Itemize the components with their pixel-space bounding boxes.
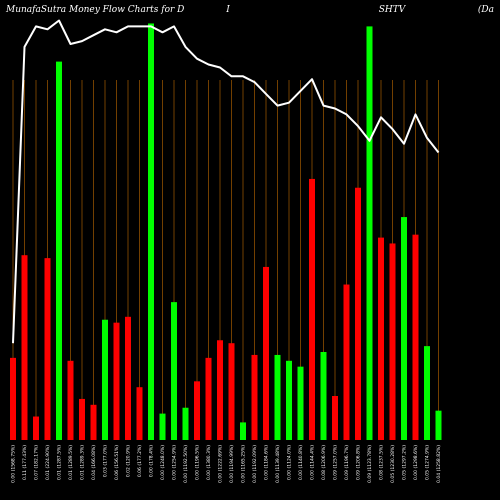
x-tick-label: 0.00 (1139.48%): [275, 445, 281, 483]
x-tick-label: 0.00 (1254.9%): [172, 445, 178, 480]
outflow-bar: [378, 237, 384, 440]
x-tick-label: 0.00 (1194.99%): [229, 445, 235, 483]
x-tick-label: 0.07 (182.17%): [34, 445, 40, 480]
outflow-bar: [355, 187, 361, 440]
x-tick-label: 0.00 (1298.6%): [413, 445, 419, 480]
inflow-bar: [171, 302, 177, 440]
x-tick-label: 0.00 (178.4%): [149, 445, 155, 477]
outflow-bar: [194, 381, 200, 440]
outflow-bar: [228, 343, 235, 440]
x-tick-label: 0.00 (1568.75%): [11, 445, 17, 483]
money-flow-bars: [10, 23, 442, 441]
inflow-bar: [240, 422, 246, 440]
inflow-bar: [182, 407, 189, 440]
x-tick-label: 0.05 (1230.28%): [390, 445, 396, 483]
x-tick-label: 0.05 (1274.9%): [425, 445, 431, 480]
x-tick-label: 0.09 (1206.8%): [356, 445, 362, 480]
x-tick-label: 0.01 (224.90%): [45, 445, 51, 480]
x-tick-label: 0.01 (1287.5%): [57, 445, 63, 480]
x-axis-tick-labels: 0.00 (1568.75%) 0.11 (177.43%) 0.07 (182.1…: [11, 445, 443, 483]
outflow-bar: [44, 258, 51, 440]
outflow-bar: [136, 387, 143, 440]
inflow-bar: [148, 23, 154, 440]
x-tick-label: 0.00 (1248.0%): [160, 445, 166, 480]
x-tick-label: 0.00 (1380.3%): [206, 445, 212, 480]
inflow-bar: [401, 217, 407, 440]
inflow-bar: [286, 360, 292, 440]
chart-title: MunafaSutra Money Flow Charts for D I SHTV…: [5, 4, 494, 15]
x-tick-label: 0.08 (1237.5%): [379, 445, 385, 480]
price-line: [12, 19, 440, 344]
x-tick-label: 0.00 (1144.4%): [310, 445, 316, 480]
title-segment: (Da: [478, 4, 494, 15]
inflow-bar: [102, 319, 108, 440]
x-tick-label: 0.01 (1289.3%): [80, 445, 86, 480]
outflow-bar: [90, 404, 97, 440]
inflow-bar: [366, 26, 373, 441]
outflow-bar: [67, 360, 74, 440]
x-tick-label: 0.00 (1196.5%): [195, 445, 201, 480]
outflow-bar: [263, 266, 269, 440]
outflow-bar: [217, 340, 223, 440]
x-tick-label: 0.09 (1196.7%): [344, 445, 350, 480]
x-tick-label: 0.09 (1123.78%): [367, 445, 373, 483]
inflow-bar: [159, 413, 166, 440]
x-tick-label: 0.00 (1192.09%): [252, 445, 258, 483]
x-tick-label: 0.08 (1206.9%): [321, 445, 327, 480]
x-tick-label: 0.00 (1192.50%): [183, 445, 189, 483]
outflow-bar: [125, 316, 131, 440]
price-line-group: [12, 19, 440, 344]
title-segment: SHTV: [379, 5, 407, 15]
x-tick-label: 0.00 (1124.0%): [287, 445, 293, 480]
outflow-bar: [113, 322, 120, 440]
inflow-bar: [320, 352, 327, 440]
outflow-bar: [389, 243, 396, 440]
outflow-bar: [79, 398, 85, 440]
outflow-bar: [309, 178, 315, 440]
title-segment: I: [225, 5, 230, 15]
x-tick-label: 0.05 (1297.2%): [402, 445, 408, 480]
x-tick-label: 0.11 (177.43%): [22, 445, 28, 480]
outflow-bar: [205, 357, 212, 440]
x-tick-label: 0.00 (1165.25%): [241, 445, 247, 483]
x-tick-label: 0.02 (120.9%): [126, 445, 132, 477]
x-tick-label: 0.00 (1184.6%): [264, 445, 270, 480]
x-tick-label: 0.03 (177.0%): [103, 445, 109, 477]
x-tick-label: 0.06 (177.2%): [137, 445, 143, 477]
outflow-bar: [412, 234, 419, 440]
inflow-bar: [274, 354, 281, 440]
outflow-bar: [33, 416, 39, 440]
outflow-bar: [10, 357, 16, 440]
x-tick-label: 0.00 (1140.8%): [298, 445, 304, 480]
inflow-bar: [424, 346, 430, 440]
inflow-bar: [297, 366, 304, 440]
x-tick-label: 0.00 (1222.69%): [218, 445, 224, 483]
outflow-bar: [251, 354, 258, 440]
inflow-bar: [56, 61, 62, 440]
x-tick-label: 0.09 (1257.0%): [333, 445, 339, 480]
outflow-bar: [21, 255, 28, 440]
inflow-bar: [435, 410, 442, 440]
x-tick-label: 0.04 (1258.82%): [436, 445, 442, 483]
title-segment: MunafaSutra Money Flow Charts for D: [5, 5, 184, 15]
x-tick-label: 0.06 (156.51%): [114, 445, 120, 480]
x-tick-label: 0.01 (1289.5%): [68, 445, 74, 480]
outflow-bar: [332, 396, 338, 440]
x-tick-label: 0.04 (166.08%): [91, 445, 97, 480]
outflow-bar: [343, 284, 350, 440]
